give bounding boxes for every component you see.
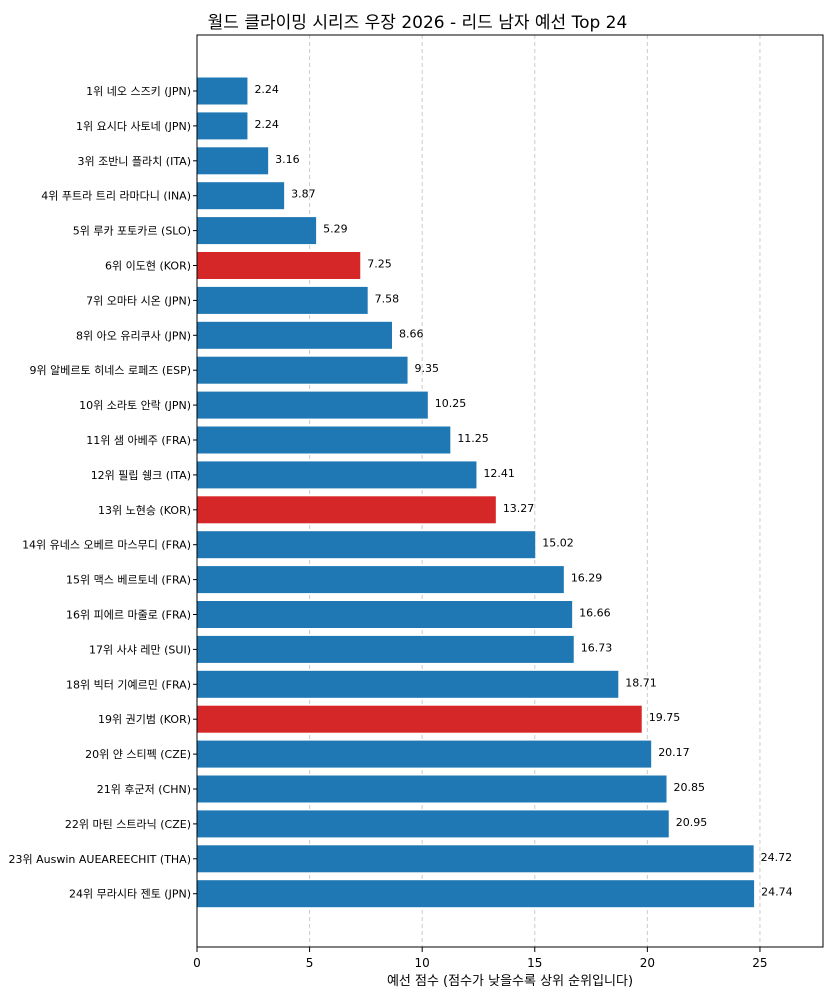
bar [197, 531, 536, 559]
bar [197, 182, 285, 210]
bar [197, 601, 573, 628]
category-label: 14위 유네스 오베르 마스무디 (FRA) [22, 539, 191, 552]
category-label: 1위 네오 스즈키 (JPN) [86, 85, 191, 98]
bar [197, 77, 248, 105]
x-tick-label: 20 [640, 956, 655, 970]
category-label: 3위 조반니 플라치 (ITA) [77, 155, 191, 168]
bar [197, 670, 619, 698]
category-label: 9위 알베르토 히네스 로페즈 (ESP) [30, 363, 191, 377]
value-label: 2.24 [254, 83, 279, 96]
bar [197, 775, 667, 803]
category-label: 17위 사샤 레만 (SUI) [89, 643, 191, 656]
value-label: 7.25 [367, 258, 392, 271]
category-label: 19위 권기범 (KOR) [98, 713, 191, 726]
value-label: 3.87 [291, 188, 316, 201]
value-label: 12.41 [483, 467, 515, 480]
x-tick-label: 10 [415, 956, 430, 970]
category-label: 21위 후군저 (CHN) [97, 783, 191, 796]
category-label: 20위 얀 스티펙 (CZE) [85, 747, 191, 761]
x-tick-label: 15 [527, 956, 542, 970]
category-label: 11위 샘 아베주 (FRA) [86, 434, 191, 447]
chart-title: 월드 클라이밍 시리즈 우장 2026 - 리드 남자 예선 Top 24 [207, 13, 628, 33]
value-label: 20.17 [658, 746, 690, 759]
value-label: 19.75 [649, 711, 681, 724]
value-label: 18.71 [625, 676, 657, 689]
value-label: 8.66 [399, 327, 424, 340]
value-label: 3.16 [275, 153, 300, 166]
value-label: 9.35 [415, 362, 440, 375]
category-label: 6위 이도현 (KOR) [105, 260, 191, 273]
category-label: 23위 Auswin AUEAREECHIT (THA) [9, 853, 191, 866]
x-tick-label: 25 [752, 956, 767, 970]
category-label: 16위 피에르 마줄로 (FRA) [66, 609, 191, 622]
category-label: 10위 소라토 안락 (JPN) [79, 399, 191, 412]
bar [197, 426, 451, 454]
bar [197, 112, 248, 140]
value-label: 16.66 [579, 607, 611, 620]
value-label: 16.73 [581, 641, 613, 654]
category-label: 22위 마틴 스트라닉 (CZE) [65, 818, 191, 831]
bar [197, 461, 477, 489]
value-label: 11.25 [457, 432, 489, 445]
value-label: 16.29 [571, 572, 603, 585]
category-label: 18위 빅터 기예르민 (FRA) [66, 678, 191, 691]
value-label: 13.27 [503, 502, 535, 515]
bar [197, 810, 669, 838]
bar [197, 252, 361, 279]
bar [197, 845, 754, 873]
bar [197, 740, 652, 768]
category-label: 13위 노현승 (KOR) [98, 504, 191, 517]
bar [197, 705, 642, 733]
category-label: 12위 필립 쉥크 (ITA) [91, 469, 191, 482]
category-label: 4위 푸트라 트리 라마다니 (INA) [41, 190, 191, 203]
value-label: 24.74 [761, 886, 793, 899]
bar [197, 321, 393, 349]
bar [197, 356, 408, 384]
bar [197, 635, 574, 663]
plot-frame [196, 34, 824, 948]
bar [197, 286, 368, 314]
x-axis-label: 예선 점수 (점수가 낮을수록 상위 순위입니다) [387, 974, 633, 989]
value-label: 20.95 [676, 816, 708, 829]
bar [197, 217, 317, 245]
category-label: 7위 오마타 시온 (JPN) [86, 294, 191, 307]
x-tick-label: 0 [193, 956, 201, 970]
bar [197, 880, 755, 908]
category-label: 5위 루카 포토카르 (SLO) [73, 225, 191, 238]
value-label: 5.29 [323, 223, 348, 236]
value-label: 10.25 [435, 397, 467, 410]
value-label: 2.24 [254, 118, 279, 131]
category-label: 24위 무라시타 젠토 (JPN) [69, 888, 191, 901]
x-tick-label: 5 [306, 956, 314, 970]
value-label: 20.85 [674, 781, 706, 794]
value-label: 7.58 [375, 292, 400, 305]
category-label: 15위 맥스 베르토네 (FRA) [66, 574, 191, 587]
category-label: 1위 요시다 사토네 (JPN) [76, 120, 191, 133]
bar [197, 147, 269, 175]
bar [197, 566, 564, 594]
value-label: 24.72 [761, 851, 793, 864]
category-label: 8위 아오 유리쿠사 (JPN) [76, 329, 191, 342]
bar [197, 391, 428, 419]
bar [197, 496, 496, 524]
value-label: 15.02 [542, 537, 574, 550]
